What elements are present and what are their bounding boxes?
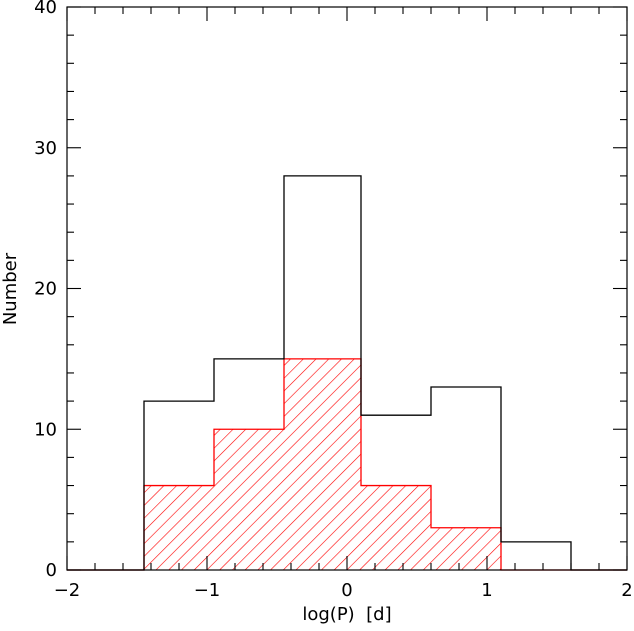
hatched-series-fill: [67, 358, 627, 570]
y-tick-label: 0: [46, 560, 57, 581]
x-tick-label: 2: [621, 580, 632, 601]
x-tick-label: 0: [341, 580, 352, 601]
x-tick-label: 1: [481, 580, 492, 601]
outline-series: [67, 175, 627, 571]
plot-frame: [66, 6, 628, 571]
x-tick-label: −1: [194, 580, 221, 601]
y-tick-label: 30: [34, 138, 57, 159]
y-axis-title: Number: [0, 252, 21, 325]
x-tick-label: −2: [54, 580, 81, 601]
outline-bar: [501, 542, 571, 570]
y-tick-label: 10: [34, 419, 57, 440]
y-tick-label: 20: [34, 279, 57, 300]
y-tick-label: 40: [34, 0, 57, 18]
x-axis-title: log(P) [d]: [302, 604, 391, 625]
series-layer: [67, 175, 627, 571]
